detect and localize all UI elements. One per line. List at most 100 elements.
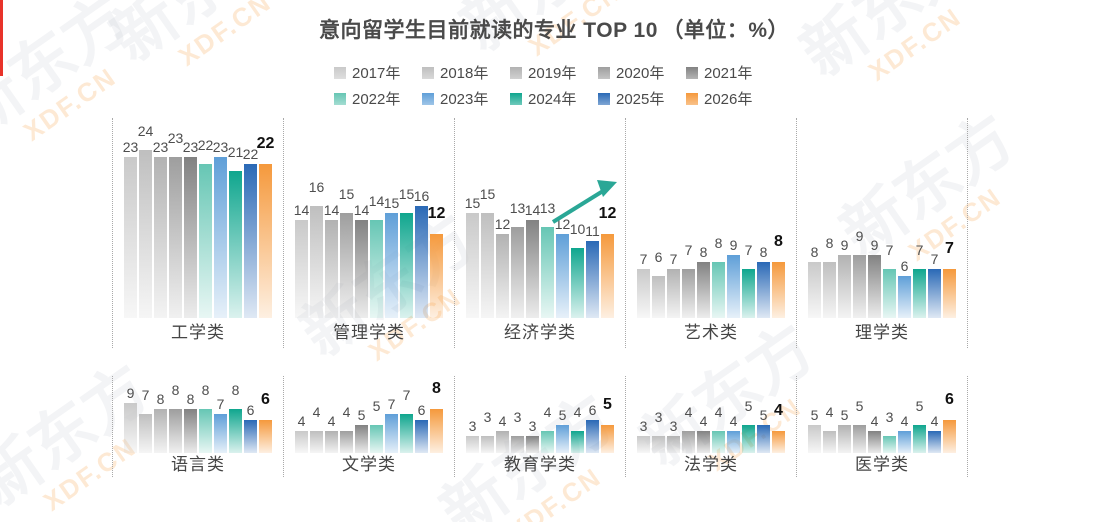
- bar-2020年: [169, 409, 182, 453]
- bar-value-label: 22: [242, 146, 259, 162]
- bar-2026年: [772, 262, 785, 318]
- legend-label: 2026年: [704, 91, 753, 108]
- chart-group-工学类: 23 24 23 23 23 22 23 21 22 22 工学类: [112, 118, 283, 348]
- bar-value-label: 5: [603, 396, 612, 413]
- bar-2023年: [214, 414, 227, 453]
- bar-slot-2020年: 4: [682, 376, 695, 453]
- bar-slot-2019年: 14: [324, 118, 339, 318]
- bar-2019年: [325, 431, 338, 453]
- bar-2020年: [340, 431, 353, 453]
- bar-2017年: [637, 436, 650, 453]
- bar-2018年: [139, 150, 152, 318]
- bar-2022年: [541, 227, 554, 318]
- bar-value-label: 5: [372, 398, 381, 414]
- bar-value-label: 8: [186, 391, 195, 407]
- bar-2019年: [667, 436, 680, 453]
- legend-label: 2022年: [352, 91, 401, 108]
- bar-value-label: 23: [167, 130, 184, 146]
- legend-label: 2018年: [440, 65, 489, 82]
- bar-slot-2023年: 4: [898, 376, 911, 453]
- bar-slot-2023年: 7: [385, 376, 398, 453]
- bar-2022年: [883, 269, 896, 318]
- bar-slot-2022年: 14: [369, 118, 384, 318]
- bar-value-label: 9: [840, 237, 849, 253]
- bar-slot-2024年: 4: [571, 376, 584, 453]
- bar-2025年: [244, 164, 257, 318]
- bar-slot-2025年: 6: [244, 376, 257, 453]
- bar-2018年: [310, 431, 323, 453]
- bar-slot-2022年: 3: [883, 376, 896, 453]
- bar-slot-2020年: 23: [167, 118, 184, 318]
- legend-row: 2017年 2018年 2019年 2020年 2021年: [334, 62, 774, 83]
- bar-slot-2017年: 8: [808, 118, 821, 318]
- bar-slot-2017年: 15: [465, 118, 480, 318]
- bar-slot-2018年: 6: [652, 118, 665, 318]
- bar-2021年: [355, 425, 368, 453]
- bar-2024年: [229, 171, 242, 318]
- chart-group-经济学类: 15 15 12 13 14 13 12 10 11 12 经济学类: [454, 118, 625, 348]
- bar-value-label: 8: [825, 235, 834, 251]
- bar-2024年: [400, 213, 413, 318]
- bar-slot-2021年: 9: [868, 118, 881, 318]
- bar-value-label: 6: [246, 402, 255, 418]
- legend-item-2020年: 2020年: [598, 62, 686, 83]
- bar-slot-2023年: 5: [556, 376, 569, 453]
- bar-slot-2024年: 10: [570, 118, 585, 318]
- category-label-艺术类: 艺术类: [684, 323, 738, 342]
- bar-slot-2025年: 8: [757, 118, 770, 318]
- bar-slot-2017年: 4: [295, 376, 308, 453]
- bar-2019年: [496, 431, 509, 453]
- bar-2025年: [757, 425, 770, 453]
- bar-slot-2022年: 8: [712, 118, 725, 318]
- bar-slot-2020年: 3: [511, 376, 524, 453]
- bar-2017年: [808, 262, 821, 318]
- left-edge-red-marker: [0, 0, 3, 76]
- legend-swatch-icon: [334, 92, 346, 105]
- bar-2025年: [415, 420, 428, 453]
- bar-2025年: [586, 241, 599, 318]
- bar-slot-2023年: 9: [727, 118, 740, 318]
- bar-2018年: [652, 436, 665, 453]
- bar-value-label: 22: [256, 135, 275, 152]
- bar-value-label: 6: [588, 402, 597, 418]
- bar-2019年: [496, 234, 509, 318]
- bar-value-label: 6: [417, 402, 426, 418]
- bar-2017年: [637, 269, 650, 318]
- bar-slot-2017年: 3: [637, 376, 650, 453]
- chart-row-bottom: 9 7 8 8 8 8 7 8 6 6 语言类 4 4 4 4 5 5 7 7 6 8 文学类 3 3 4 3 3 4 5 4 6 5 教育学类…: [112, 376, 968, 477]
- trend-up-arrow-icon: [551, 180, 617, 224]
- bar-2019年: [154, 409, 167, 453]
- bar-2020年: [853, 255, 866, 318]
- bar-value-label: 8: [201, 382, 210, 398]
- bar-2026年: [430, 234, 443, 318]
- bar-slot-2024年: 15: [399, 118, 414, 318]
- bar-2018年: [823, 431, 836, 453]
- bar-value-label: 4: [327, 413, 336, 429]
- legend-label: 2019年: [528, 65, 577, 82]
- bar-slot-2026年: 4: [772, 376, 785, 453]
- legend-label: 2024年: [528, 91, 577, 108]
- category-label-管理学类: 管理学类: [333, 323, 405, 342]
- bar-slot-2024年: 8: [229, 376, 242, 453]
- bar-value-label: 3: [528, 418, 537, 434]
- bar-slot-2019年: 7: [667, 118, 680, 318]
- chart-group-艺术类: 7 6 7 7 8 8 9 7 8 8 艺术类: [625, 118, 796, 348]
- bar-value-label: 3: [885, 409, 894, 425]
- category-label-法学类: 法学类: [684, 455, 738, 474]
- bar-value-label: 3: [639, 418, 648, 434]
- bar-slot-2018年: 16: [309, 118, 324, 318]
- bar-2021年: [355, 220, 368, 318]
- legend-item-2021年: 2021年: [686, 62, 774, 83]
- bar-slot-2025年: 7: [928, 118, 941, 318]
- bar-value-label: 5: [759, 407, 768, 423]
- legend-item-2017年: 2017年: [334, 62, 422, 83]
- bar-value-label: 11: [585, 223, 600, 239]
- bar-value-label: 8: [231, 382, 240, 398]
- bar-slot-2025年: 5: [757, 376, 770, 453]
- bar-slot-2021年: 8: [697, 118, 710, 318]
- legend-row: 2022年 2023年 2024年 2025年 2026年: [334, 88, 774, 109]
- bar-slot-2019年: 5: [838, 376, 851, 453]
- bar-slot-2021年: 5: [355, 376, 368, 453]
- legend-label: 2023年: [440, 91, 489, 108]
- bar-value-label: 12: [598, 205, 617, 222]
